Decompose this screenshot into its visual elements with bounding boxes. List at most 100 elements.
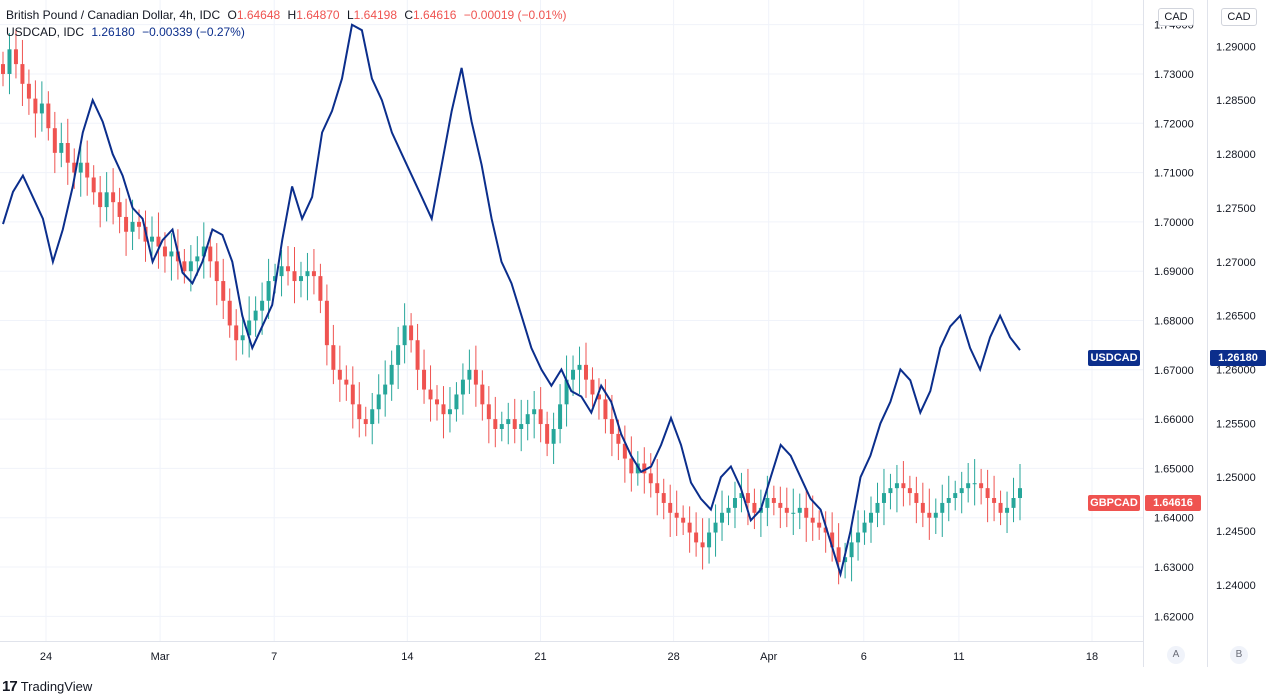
candle-body xyxy=(804,507,809,518)
candle-body xyxy=(46,103,51,129)
scale-b-button[interactable]: B xyxy=(1230,646,1248,664)
left-tick-label: 1.69000 xyxy=(1154,266,1194,278)
candle-body xyxy=(953,493,958,499)
right-tick-label: 1.27500 xyxy=(1216,203,1256,215)
time-tick-label: 21 xyxy=(534,651,546,663)
candle-body xyxy=(195,256,200,262)
usdcad-series-label: USDCAD xyxy=(1088,350,1140,366)
candle-body xyxy=(376,394,381,410)
candle-body xyxy=(966,483,971,489)
candle-body xyxy=(201,246,206,257)
candle-body xyxy=(551,428,556,444)
right-tick-label: 1.25000 xyxy=(1216,472,1256,484)
currency-label-a[interactable]: CAD xyxy=(1158,8,1194,26)
left-tick-label: 1.71000 xyxy=(1154,168,1194,180)
right-tick-label: 1.24000 xyxy=(1216,580,1256,592)
candle-body xyxy=(428,389,433,400)
candle-body xyxy=(538,409,543,425)
candle-body xyxy=(499,424,504,429)
candle-body xyxy=(247,320,252,336)
candle-body xyxy=(629,458,634,474)
symbol-title: British Pound / Canadian Dollar, 4h, IDC xyxy=(6,8,221,22)
candle-body xyxy=(260,300,265,311)
right-tick-label: 1.26500 xyxy=(1216,311,1256,323)
candle-body xyxy=(571,369,576,380)
candle-body xyxy=(182,261,187,272)
candle-body xyxy=(506,419,511,425)
compare-change: −0.00339 (−0.27%) xyxy=(142,25,245,39)
time-tick-label: Apr xyxy=(760,651,777,663)
candle-body xyxy=(525,414,530,425)
candle-body xyxy=(467,369,472,380)
candle-body xyxy=(894,483,899,489)
left-tick-label: 1.66000 xyxy=(1154,414,1194,426)
candle-body xyxy=(869,512,874,523)
brand-name: TradingView xyxy=(20,678,93,694)
candle-body xyxy=(616,433,621,444)
candle-body xyxy=(720,512,725,523)
candle-body xyxy=(985,488,990,499)
candle-body xyxy=(771,498,776,503)
high-value: H1.64870 xyxy=(287,8,340,22)
candle-body xyxy=(810,517,815,523)
candle-body xyxy=(642,463,647,474)
candle-body xyxy=(344,379,349,385)
candle-body xyxy=(124,216,129,232)
candle-body xyxy=(901,483,906,489)
candle-body xyxy=(104,192,109,208)
right-tick-label: 1.27000 xyxy=(1216,257,1256,269)
candle-body xyxy=(940,502,945,513)
candle-body xyxy=(700,542,705,548)
candle-body xyxy=(661,493,666,503)
candle-body xyxy=(687,522,692,533)
candle-body xyxy=(279,266,284,277)
usdcad-line xyxy=(2,23,1021,579)
gbpcad-price-tag: 1.64616 xyxy=(1145,495,1201,511)
candle-body xyxy=(447,409,452,415)
candle-body xyxy=(907,488,912,494)
candle-body xyxy=(726,507,731,513)
left-tick-label: 1.62000 xyxy=(1154,611,1194,623)
candle-body xyxy=(389,364,394,385)
price-scale-b: 1.29000 1.28500 1.28000 1.27500 1.27000 1.265… xyxy=(1216,41,1256,592)
currency-label-b[interactable]: CAD xyxy=(1221,8,1257,26)
candle-body xyxy=(13,49,18,65)
candle-body xyxy=(752,502,757,513)
price-scale-a: 1.740001.730001.720001.710001.700001.690… xyxy=(1154,20,1194,624)
candle-body xyxy=(545,424,550,444)
compare-series-legend[interactable]: USDCAD, IDC 1.26180 −0.00339 (−0.27%) xyxy=(6,24,249,40)
candle-body xyxy=(609,419,614,434)
candle-body xyxy=(920,502,925,513)
time-tick-label: 24 xyxy=(40,651,52,663)
scale-a-button[interactable]: A xyxy=(1167,646,1185,664)
gbpcad-series-label: GBPCAD xyxy=(1088,495,1140,511)
candle-body xyxy=(732,498,737,508)
left-tick-label: 1.72000 xyxy=(1154,118,1194,130)
candle-body xyxy=(350,384,355,405)
candle-body xyxy=(39,103,44,114)
candle-body xyxy=(577,364,582,370)
candle-body xyxy=(162,246,167,257)
candle-body xyxy=(208,246,213,262)
candle-body xyxy=(415,340,420,370)
tradingview-logo-icon: 17 xyxy=(2,677,18,695)
candle-body xyxy=(370,409,375,425)
candle-body xyxy=(927,512,932,518)
candle-body xyxy=(363,419,368,425)
candle-body xyxy=(745,493,750,503)
candle-body xyxy=(843,557,848,563)
close-value: C1.64616 xyxy=(404,8,457,22)
candle-body xyxy=(739,493,744,499)
candle-body xyxy=(596,394,601,400)
left-tick-label: 1.63000 xyxy=(1154,562,1194,574)
candle-body xyxy=(959,488,964,494)
main-series-legend[interactable]: British Pound / Canadian Dollar, 4h, IDC… xyxy=(6,7,571,23)
candle-body xyxy=(823,527,828,533)
time-tick-label: Mar xyxy=(151,651,170,663)
candle-body xyxy=(149,236,154,242)
tradingview-branding[interactable]: 17 TradingView xyxy=(2,676,92,696)
candle-body xyxy=(765,498,770,508)
candle-body xyxy=(493,419,498,429)
left-tick-label: 1.68000 xyxy=(1154,316,1194,328)
